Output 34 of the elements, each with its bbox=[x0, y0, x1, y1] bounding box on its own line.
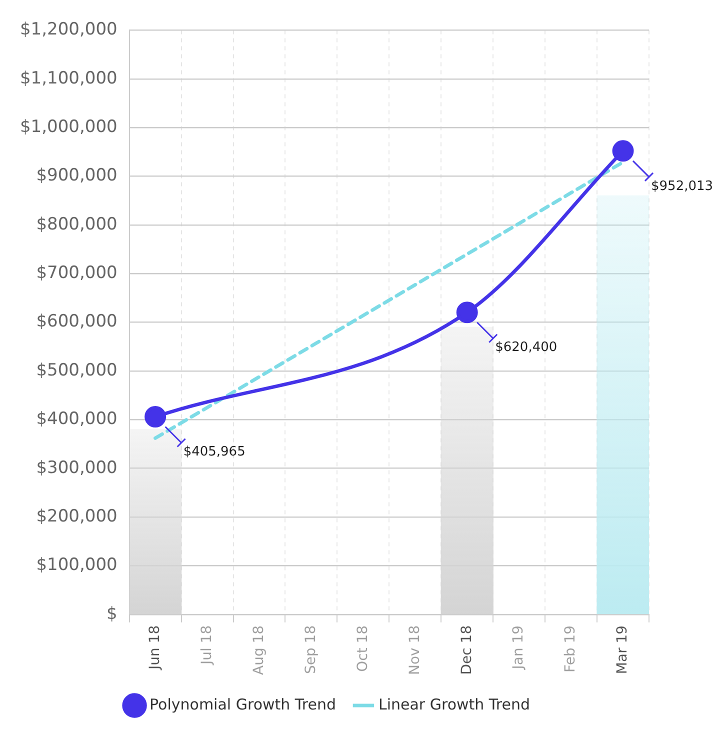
y-tick-label: $600,000 bbox=[36, 312, 118, 332]
bar bbox=[596, 195, 649, 614]
y-tick-label: $800,000 bbox=[36, 214, 118, 234]
data-label: $405,965 bbox=[183, 444, 246, 460]
x-tick-label: Oct 18 bbox=[354, 625, 371, 672]
x-tick-label: Feb 19 bbox=[562, 625, 579, 672]
point bbox=[144, 406, 166, 428]
x-tick-label: Mar 19 bbox=[614, 625, 631, 674]
y-tick-label: $300,000 bbox=[36, 458, 118, 478]
x-tick-label: Jun 18 bbox=[146, 625, 163, 671]
y-tick-label: $100,000 bbox=[36, 555, 118, 576]
y-tick-label: $900,000 bbox=[36, 166, 118, 186]
y-tick-label: $700,000 bbox=[36, 263, 118, 284]
x-tick-label: Jul 18 bbox=[198, 625, 215, 666]
y-tick-label: $200,000 bbox=[36, 506, 118, 526]
bar bbox=[129, 429, 182, 614]
y-tick-label: $500,000 bbox=[36, 360, 118, 380]
point bbox=[612, 140, 634, 162]
y-tick-label: $1,100,000 bbox=[20, 68, 118, 88]
legend-label: Polynomial Growth Trend bbox=[150, 695, 336, 714]
x-tick-label: Aug 18 bbox=[250, 625, 267, 676]
y-tick-label: $1,200,000 bbox=[20, 20, 118, 40]
y-tick-label: $ bbox=[106, 604, 118, 624]
data-label: $952,013 bbox=[651, 178, 714, 194]
x-tick-label: Nov 18 bbox=[406, 625, 423, 675]
x-tick-label: Dec 18 bbox=[458, 625, 475, 675]
point bbox=[456, 302, 478, 324]
bar bbox=[440, 326, 494, 614]
data-label: $620,400 bbox=[495, 340, 558, 356]
y-tick-label: $400,000 bbox=[36, 409, 118, 430]
y-tick-label: $1,000,000 bbox=[20, 116, 118, 137]
legend-label: Linear Growth Trend bbox=[378, 695, 530, 714]
x-tick-label: Jan 19 bbox=[510, 625, 527, 670]
x-tick-label: Sep 18 bbox=[302, 625, 319, 674]
